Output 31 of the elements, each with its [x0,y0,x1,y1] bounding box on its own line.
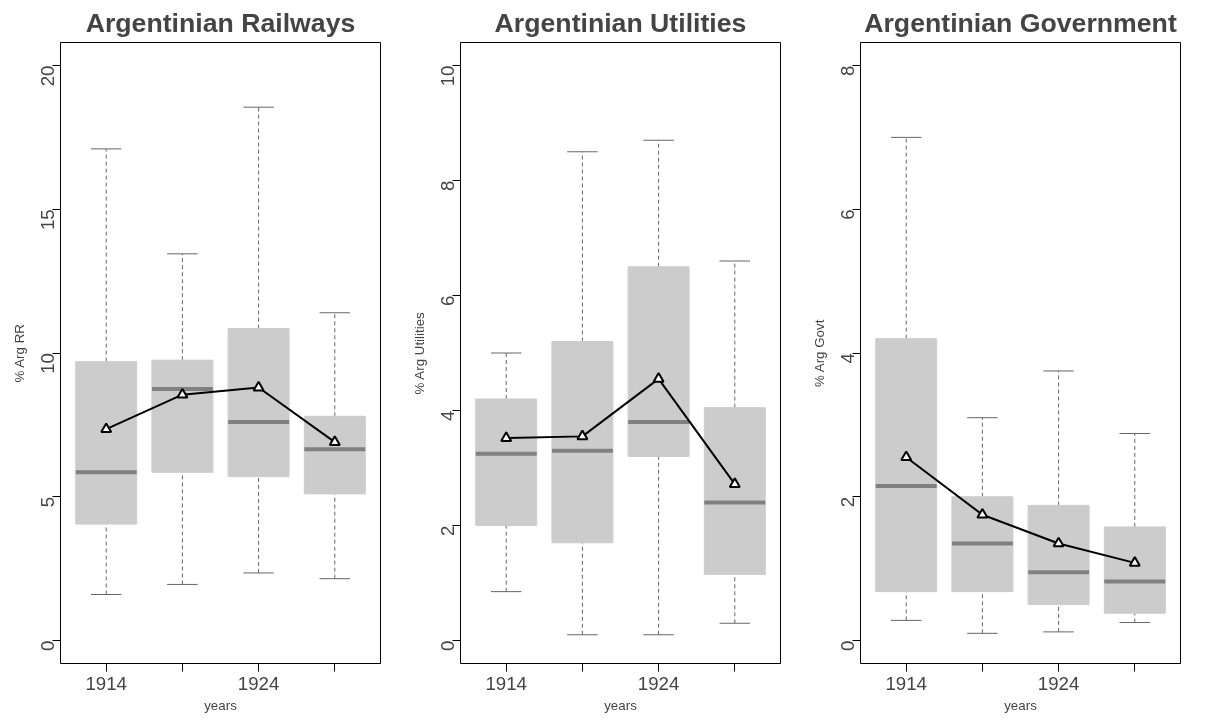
x-axis-title: years [1004,697,1038,713]
y-axis-title: % Arg Govt [811,319,827,388]
y-tick-label: 10 [437,65,458,87]
y-tick-label: 5 [37,496,58,508]
y-tick-label: 2 [837,496,858,508]
chart-title: Argentinian Railways [85,7,356,38]
y-tick-label: 0 [437,640,458,651]
x-tick-label: 1924 [1037,672,1080,694]
y-tick-label: 4 [437,410,458,421]
y-tick-label: 0 [37,640,58,651]
chart-title: Argentinian Government [864,7,1177,38]
x-tick-label: 1914 [85,672,127,694]
y-tick-label: 2 [437,525,458,536]
y-tick-label: 6 [837,209,858,220]
chart-title: Argentinian Utilities [494,7,747,38]
y-tick-label: 10 [37,352,58,374]
y-tick-label: 20 [37,65,58,87]
x-tick-label: 1914 [885,672,927,694]
y-tick-label: 8 [837,65,858,76]
x-axis-title: years [204,697,238,713]
y-tick-label: 0 [837,640,858,651]
y-tick-label: 6 [437,295,458,306]
y-axis-title: % Arg Utilities [411,311,427,395]
x-tick-label: 1924 [637,672,680,694]
y-tick-label: 4 [837,352,858,364]
y-tick-label: 15 [37,209,58,230]
x-tick-label: 1914 [485,672,527,694]
x-tick-label: 1924 [237,672,280,694]
y-tick-label: 8 [437,180,458,191]
x-axis-title: years [604,697,638,713]
y-axis-title: % Arg RR [11,324,27,383]
